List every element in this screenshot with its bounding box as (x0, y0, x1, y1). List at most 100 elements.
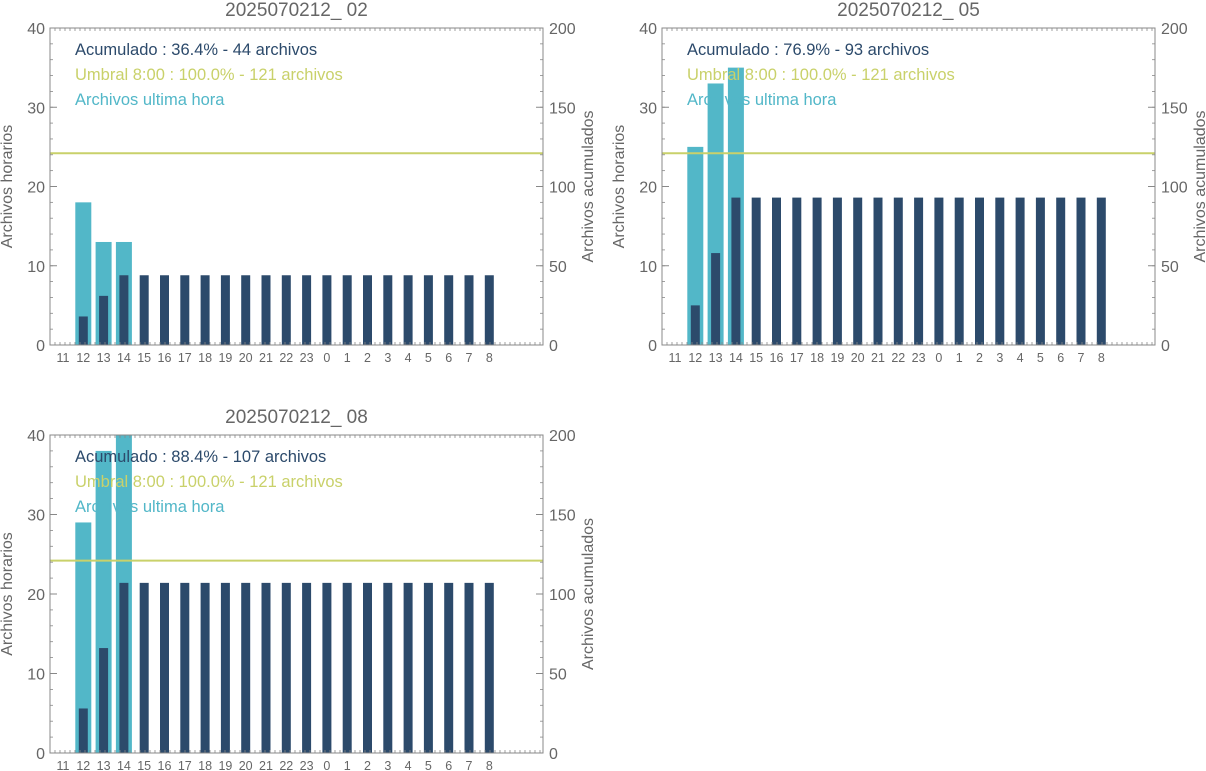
accumulated-bar (832, 197, 842, 345)
accumulated-bar (119, 275, 129, 345)
accumulated-bar (484, 275, 494, 345)
x-tick-label: 15 (137, 351, 151, 365)
accumulated-bar (281, 582, 291, 753)
x-tick-label: 13 (97, 351, 111, 365)
x-tick-label: 5 (1037, 351, 1044, 365)
accumulated-bar (322, 582, 332, 753)
accumulated-bar (200, 275, 210, 345)
y-tick-label: 30 (639, 100, 657, 117)
y2-axis-label: Archivos acumulados (580, 110, 597, 262)
y2-tick-label: 0 (549, 746, 558, 763)
y2-tick-label: 0 (549, 338, 558, 355)
accumulated-bar (995, 197, 1005, 345)
accumulated-bar (1015, 197, 1025, 345)
accumulated-bar (751, 197, 761, 345)
accumulated-bar (914, 197, 924, 345)
x-tick-label: 20 (239, 759, 253, 771)
x-tick-label: 17 (178, 759, 192, 771)
x-tick-label: 18 (198, 351, 212, 365)
accumulated-bar (180, 275, 190, 345)
y2-tick-label: 50 (1161, 259, 1179, 276)
accumulated-bar (241, 275, 251, 345)
y-axis-label: Archivos horarios (0, 125, 16, 249)
legend-entry: Acumulado : 76.9% - 93 archivos (687, 41, 929, 59)
x-tick-label: 0 (323, 759, 330, 771)
accumulated-bar (853, 197, 863, 345)
x-tick-label: 4 (1017, 351, 1024, 365)
x-tick-label: 2 (976, 351, 983, 365)
chart-title: 2025070212_ 08 (225, 407, 368, 428)
accumulated-bar (99, 648, 109, 753)
accumulated-bar (261, 275, 271, 345)
accumulated-bar (342, 582, 352, 753)
y2-tick-label: 100 (549, 587, 576, 604)
x-tick-label: 19 (218, 351, 232, 365)
x-tick-label: 16 (158, 351, 172, 365)
x-tick-label: 19 (218, 759, 232, 771)
x-tick-label: 22 (279, 759, 293, 771)
y2-tick-label: 150 (549, 508, 576, 525)
x-tick-label: 8 (486, 351, 493, 365)
y2-axis-label: Archivos acumulados (580, 518, 597, 670)
x-tick-label: 12 (76, 351, 90, 365)
x-tick-label: 11 (57, 759, 70, 771)
accumulated-bar (180, 582, 190, 753)
accumulated-bar (1076, 197, 1086, 345)
x-tick-label: 21 (871, 351, 885, 365)
x-tick-label: 6 (445, 759, 452, 771)
accumulated-bar (444, 582, 454, 753)
x-tick-label: 21 (259, 759, 273, 771)
y-axis-label: Archivos horarios (611, 125, 628, 249)
y-tick-label: 40 (27, 21, 45, 38)
accumulated-bar (281, 275, 291, 345)
y2-tick-label: 50 (549, 667, 567, 684)
x-tick-label: 21 (259, 351, 273, 365)
x-tick-label: 23 (912, 351, 926, 365)
accumulated-bar (342, 275, 352, 345)
accumulated-bar (78, 316, 88, 345)
accumulated-bar (220, 582, 230, 753)
accumulated-bar (1056, 197, 1066, 345)
x-tick-label: 15 (137, 759, 151, 771)
accumulated-bar (423, 582, 433, 753)
x-tick-label: 7 (1078, 351, 1085, 365)
y2-tick-label: 200 (549, 428, 576, 445)
hourly-bar (687, 146, 704, 345)
y-axis-label: Archivos horarios (0, 532, 16, 656)
x-tick-label: 8 (486, 759, 493, 771)
legend-entry: Archivos ultima hora (75, 498, 225, 516)
accumulated-bar (139, 582, 149, 753)
x-tick-label: 1 (956, 351, 963, 365)
y-tick-label: 20 (27, 180, 45, 197)
x-tick-label: 18 (810, 351, 824, 365)
x-tick-label: 15 (749, 351, 763, 365)
x-tick-label: 7 (466, 351, 473, 365)
x-tick-label: 4 (405, 351, 412, 365)
y-tick-label: 30 (27, 100, 45, 117)
accumulated-bar (383, 275, 393, 345)
x-tick-label: 4 (405, 759, 412, 771)
legend-entry: Umbral 8:00 : 100.0% - 121 archivos (75, 473, 343, 491)
legend-entry: Umbral 8:00 : 100.0% - 121 archivos (687, 66, 955, 84)
y2-tick-label: 0 (1161, 338, 1170, 355)
x-tick-label: 11 (57, 351, 70, 365)
x-tick-label: 13 (709, 351, 723, 365)
x-tick-label: 2 (364, 759, 371, 771)
accumulated-bar (139, 275, 149, 345)
x-tick-label: 20 (239, 351, 253, 365)
y-tick-label: 40 (27, 428, 45, 445)
y2-tick-label: 200 (1161, 21, 1188, 38)
accumulated-bar (772, 197, 781, 345)
x-tick-label: 5 (425, 351, 432, 365)
accumulated-bar (873, 197, 883, 345)
y2-axis-label: Archivos acumulados (1192, 110, 1206, 262)
x-tick-label: 17 (178, 351, 192, 365)
accumulated-bar (261, 582, 271, 753)
x-tick-label: 6 (1057, 351, 1064, 365)
legend-entry: Umbral 8:00 : 100.0% - 121 archivos (75, 66, 343, 84)
accumulated-bar (423, 275, 433, 345)
x-tick-label: 5 (425, 759, 432, 771)
accumulated-bar (403, 275, 413, 345)
